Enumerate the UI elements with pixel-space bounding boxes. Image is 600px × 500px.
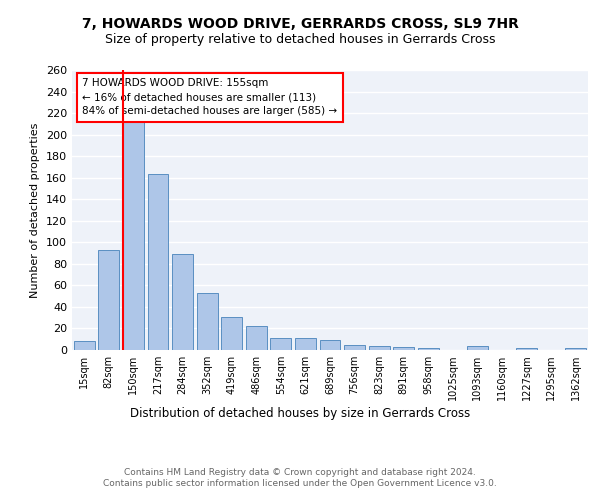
Bar xyxy=(271,338,292,350)
Text: Size of property relative to detached houses in Gerrards Cross: Size of property relative to detached ho… xyxy=(105,32,495,46)
Bar xyxy=(368,346,389,350)
Text: 7, HOWARDS WOOD DRIVE, GERRARDS CROSS, SL9 7HR: 7, HOWARDS WOOD DRIVE, GERRARDS CROSS, S… xyxy=(82,18,518,32)
Text: Contains HM Land Registry data © Crown copyright and database right 2024.
Contai: Contains HM Land Registry data © Crown c… xyxy=(103,468,497,487)
Bar xyxy=(221,316,242,350)
Bar xyxy=(467,346,488,350)
Bar xyxy=(418,348,439,350)
Bar xyxy=(344,344,365,350)
Bar xyxy=(393,347,414,350)
Bar xyxy=(74,342,95,350)
Bar xyxy=(172,254,193,350)
Bar xyxy=(565,348,586,350)
Y-axis label: Number of detached properties: Number of detached properties xyxy=(31,122,40,298)
Text: 7 HOWARDS WOOD DRIVE: 155sqm
← 16% of detached houses are smaller (113)
84% of s: 7 HOWARDS WOOD DRIVE: 155sqm ← 16% of de… xyxy=(82,78,337,116)
Bar xyxy=(246,326,267,350)
Bar xyxy=(320,340,340,350)
Bar xyxy=(98,250,119,350)
Bar xyxy=(295,338,316,350)
Bar xyxy=(197,293,218,350)
Bar xyxy=(123,83,144,350)
Bar xyxy=(516,348,537,350)
Bar xyxy=(148,174,169,350)
Text: Distribution of detached houses by size in Gerrards Cross: Distribution of detached houses by size … xyxy=(130,408,470,420)
